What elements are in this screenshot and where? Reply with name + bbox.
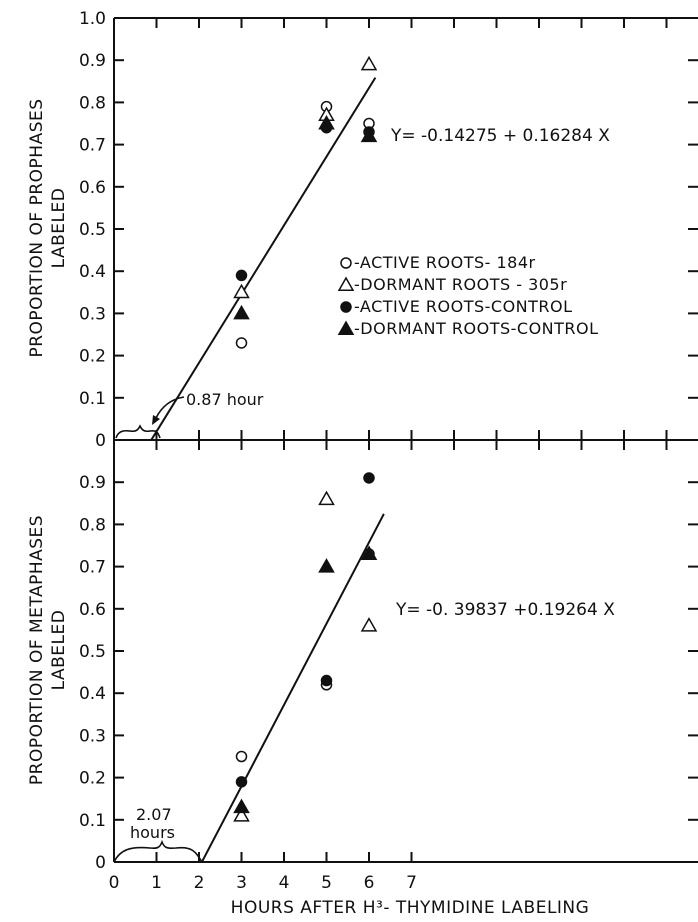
prophase-regression-line	[150, 77, 377, 441]
metaphase-point-open-circle	[235, 750, 248, 763]
legend-label: -DORMANT ROOTS-CONTROL	[354, 319, 599, 338]
x-tick-label: 6	[364, 873, 375, 893]
metaphase-panel: Y= -0. 39837 +0.19264 X 2.07 hours	[113, 472, 615, 863]
metaphase-y-tick-label: 0.5	[79, 642, 106, 662]
x-axis-title: HOURS AFTER H³- THYMIDINE LABELING	[231, 898, 590, 918]
prophase-y-tick-label: 0	[95, 431, 106, 451]
legend-label: -DORMANT ROOTS - 305r	[354, 275, 567, 294]
metaphase-y-tick-label: 0.6	[79, 600, 106, 620]
prophase-lag-arrow	[155, 396, 185, 419]
prophase-y-title-line2: LABELED	[49, 188, 69, 269]
legend-label: -ACTIVE ROOTS-CONTROL	[354, 297, 573, 316]
prophase-y-tick-label: 0.2	[79, 347, 106, 367]
prophase-point-filled-circle	[235, 269, 248, 282]
prophase-data-points	[233, 55, 378, 349]
prophase-point-open-circle	[235, 337, 248, 349]
prophase-point-filled-triangle	[318, 114, 335, 130]
metaphase-y-tick-label: 0.3	[79, 726, 106, 746]
x-tick-label: 1	[151, 873, 162, 893]
prophase-lag-brace	[115, 424, 161, 439]
legend-marker-open-circle	[340, 257, 352, 269]
prophase-regression-equation: Y= -0.14275 + 0.16284 X	[390, 126, 610, 146]
y-axis-titles: PROPORTION OF PROPHASES LABELED PROPORTI…	[27, 98, 69, 785]
axis-ticks: 1.0 0.9 0.8 0.7 0.6 0.5 0.4 0.3 0.2 0.1 0 0.9 0.8 0.7…	[79, 9, 698, 893]
prophase-y-tick-label: 0.8	[79, 93, 106, 113]
x-tick-label: 7	[406, 873, 417, 893]
prophase-y-tick-label: 0.4	[79, 262, 106, 282]
metaphase-y-tick-label: 0.7	[79, 558, 106, 578]
x-tick-label: 2	[194, 873, 205, 893]
metaphase-point-filled-circle	[363, 472, 375, 484]
prophase-point-open-triangle	[233, 283, 250, 299]
x-tick-label: 3	[236, 873, 247, 893]
prophase-y-tick-label: 0.9	[79, 51, 106, 71]
prophase-point-filled-triangle	[233, 304, 250, 320]
metaphase-regression-line	[201, 513, 385, 863]
prophase-y-tick-label: 0.1	[79, 389, 106, 409]
prophase-lag-arrowhead	[152, 415, 160, 425]
x-tick-label: 0	[109, 873, 120, 893]
metaphase-point-filled-circle	[235, 776, 248, 788]
metaphase-point-open-triangle	[318, 490, 335, 506]
prophase-y-tick-label: 1.0	[79, 9, 106, 29]
panel-frames	[113, 17, 698, 863]
prophase-y-tick-label: 0.7	[79, 136, 106, 156]
legend-label: -ACTIVE ROOTS- 184r	[354, 253, 536, 272]
metaphase-y-tick-label: 0.8	[79, 515, 106, 535]
metaphase-regression-equation: Y= -0. 39837 +0.19264 X	[395, 600, 615, 620]
metaphase-point-filled-circle	[320, 674, 333, 687]
metaphase-point-open-triangle	[233, 807, 250, 822]
metaphase-y-title-line2: LABELED	[49, 610, 69, 691]
metaphase-y-title-line1: PROPORTION OF METAPHASES	[27, 515, 47, 785]
metaphase-point-open-triangle	[360, 617, 378, 632]
legend-marker-filled-circle	[340, 301, 352, 313]
legend-marker-filled-triangle	[337, 320, 355, 335]
prophase-lag-label: 0.87 hour	[186, 390, 264, 409]
metaphase-point-filled-triangle	[360, 545, 378, 560]
x-tick-label: 4	[279, 873, 290, 893]
metaphase-y-tick-label: 0.2	[79, 769, 106, 789]
metaphase-y-tick-label: 0.4	[79, 684, 106, 704]
prophase-y-title-line1: PROPORTION OF PROPHASES	[27, 98, 47, 357]
metaphase-y-tick-label: 0.1	[79, 811, 106, 831]
metaphase-point-filled-triangle	[233, 798, 250, 814]
metaphase-y-tick-label: 0.9	[79, 473, 106, 493]
metaphase-data-points	[233, 472, 378, 822]
metaphase-lag-label-value: 2.07	[136, 805, 172, 824]
prophase-point-open-triangle	[360, 55, 378, 71]
prophase-y-tick-label: 0.5	[79, 220, 106, 240]
prophase-panel: Y= -0.14275 + 0.16284 X 0.87 hour	[115, 55, 610, 441]
legend-marker-open-triangle	[337, 276, 355, 291]
prophase-point-filled-triangle	[360, 127, 378, 143]
legend: -ACTIVE ROOTS- 184r -DORMANT ROOTS - 305r…	[337, 253, 599, 338]
metaphase-lag-brace	[113, 839, 203, 863]
prophase-y-tick-label: 0.6	[79, 178, 106, 198]
metaphase-point-filled-triangle	[318, 558, 335, 573]
metaphase-lag-label-unit: hours	[130, 823, 175, 842]
x-tick-label: 5	[321, 873, 332, 893]
metaphase-y-tick-label: 0	[95, 853, 106, 873]
prophase-y-tick-label: 0.3	[79, 304, 106, 324]
